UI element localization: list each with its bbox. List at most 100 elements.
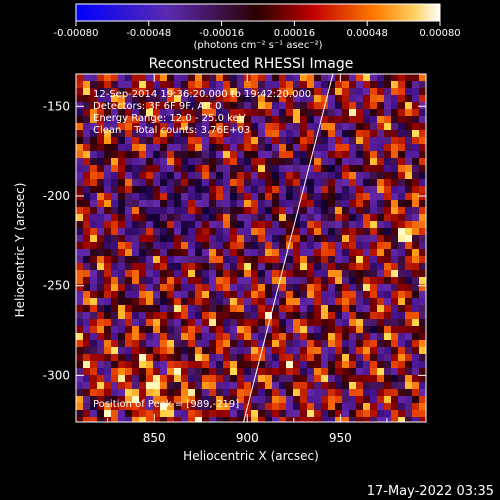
heatmap-cell <box>97 200 105 208</box>
heatmap-cell <box>118 389 126 397</box>
heatmap-cell <box>398 179 406 187</box>
heatmap-cell <box>167 102 175 110</box>
heatmap-cell <box>76 403 84 411</box>
heatmap-cell <box>181 130 189 138</box>
heatmap-cell <box>202 256 210 264</box>
heatmap-cell <box>251 242 259 250</box>
heatmap-cell <box>398 396 406 404</box>
heatmap-cell <box>111 270 119 278</box>
heatmap-cell <box>279 242 287 250</box>
heatmap-cell <box>286 270 294 278</box>
heatmap-cell <box>251 172 259 180</box>
heatmap-cell <box>223 74 231 82</box>
heatmap-cell <box>363 333 371 341</box>
heatmap-cell <box>244 263 252 271</box>
heatmap-cell <box>146 263 154 271</box>
heatmap-cell <box>286 137 294 145</box>
heatmap-cell <box>398 74 406 82</box>
heatmap-cell <box>125 410 133 418</box>
heatmap-cell <box>209 347 217 355</box>
heatmap-cell <box>83 193 91 201</box>
heatmap-cell <box>160 95 168 103</box>
heatmap-cell <box>153 179 161 187</box>
heatmap-cell <box>293 193 301 201</box>
heatmap-cell <box>265 277 273 285</box>
heatmap-cell <box>174 221 182 229</box>
heatmap-cell <box>251 249 259 257</box>
heatmap-cell <box>363 172 371 180</box>
heatmap-cell <box>118 172 126 180</box>
heatmap-cell <box>286 95 294 103</box>
heatmap-cell <box>293 347 301 355</box>
heatmap-cell <box>370 88 378 96</box>
heatmap-cell <box>160 319 168 327</box>
heatmap-cell <box>146 312 154 320</box>
heatmap-cell <box>293 137 301 145</box>
heatmap-cell <box>328 200 336 208</box>
heatmap-cell <box>272 144 280 152</box>
heatmap-cell <box>139 214 147 222</box>
heatmap-cell <box>265 207 273 215</box>
heatmap-cell <box>265 396 273 404</box>
heatmap-cell <box>349 347 357 355</box>
heatmap-cell <box>314 88 322 96</box>
heatmap-cell <box>209 326 217 334</box>
heatmap-cell <box>139 235 147 243</box>
heatmap-cell <box>167 81 175 89</box>
heatmap-cell <box>279 95 287 103</box>
heatmap-cell <box>83 263 91 271</box>
heatmap-cell <box>153 249 161 257</box>
heatmap-cell <box>251 123 259 131</box>
heatmap-cell <box>111 200 119 208</box>
heatmap-cell <box>321 375 329 383</box>
heatmap-cell <box>209 214 217 222</box>
heatmap-cell <box>83 277 91 285</box>
heatmap-cell <box>419 235 426 243</box>
heatmap-cell <box>90 123 98 131</box>
heatmap-cell <box>111 116 119 124</box>
heatmap-cell <box>321 193 329 201</box>
heatmap-cell <box>279 214 287 222</box>
heatmap-cell <box>398 312 406 320</box>
heatmap-cell <box>328 88 336 96</box>
heatmap-cell <box>272 284 280 292</box>
heatmap-cell <box>90 193 98 201</box>
heatmap-cell <box>195 179 203 187</box>
heatmap-cell <box>384 410 392 418</box>
heatmap-cell <box>83 95 91 103</box>
heatmap-cell <box>97 312 105 320</box>
heatmap-cell <box>97 235 105 243</box>
heatmap-cell <box>223 403 231 411</box>
heatmap-cell <box>419 88 426 96</box>
heatmap-cell <box>272 130 280 138</box>
heatmap-cell <box>160 81 168 89</box>
heatmap-cell <box>363 228 371 236</box>
heatmap-cell <box>244 109 252 117</box>
heatmap-cell <box>251 200 259 208</box>
heatmap-cell <box>139 410 147 418</box>
heatmap-cell <box>286 151 294 159</box>
heatmap-cell <box>125 382 133 390</box>
heatmap-cell <box>391 207 399 215</box>
heatmap-cell <box>356 123 364 131</box>
heatmap-cell <box>293 382 301 390</box>
heatmap-cell <box>230 158 238 166</box>
heatmap-cell <box>244 347 252 355</box>
heatmap-cell <box>202 151 210 159</box>
heatmap-cell <box>146 319 154 327</box>
heatmap-cell <box>76 305 84 313</box>
heatmap-cell <box>139 109 147 117</box>
heatmap-cell <box>384 347 392 355</box>
heatmap-cell <box>90 207 98 215</box>
heatmap-cell <box>321 88 329 96</box>
heatmap-cell <box>181 123 189 131</box>
heatmap-cell <box>391 305 399 313</box>
heatmap-cell <box>216 382 224 390</box>
heatmap-cell <box>321 172 329 180</box>
heatmap-cell <box>370 417 378 422</box>
heatmap-cell <box>412 172 420 180</box>
heatmap-cell <box>153 417 161 422</box>
heatmap-cell <box>104 347 112 355</box>
heatmap-cell <box>174 284 182 292</box>
heatmap-cell <box>181 172 189 180</box>
